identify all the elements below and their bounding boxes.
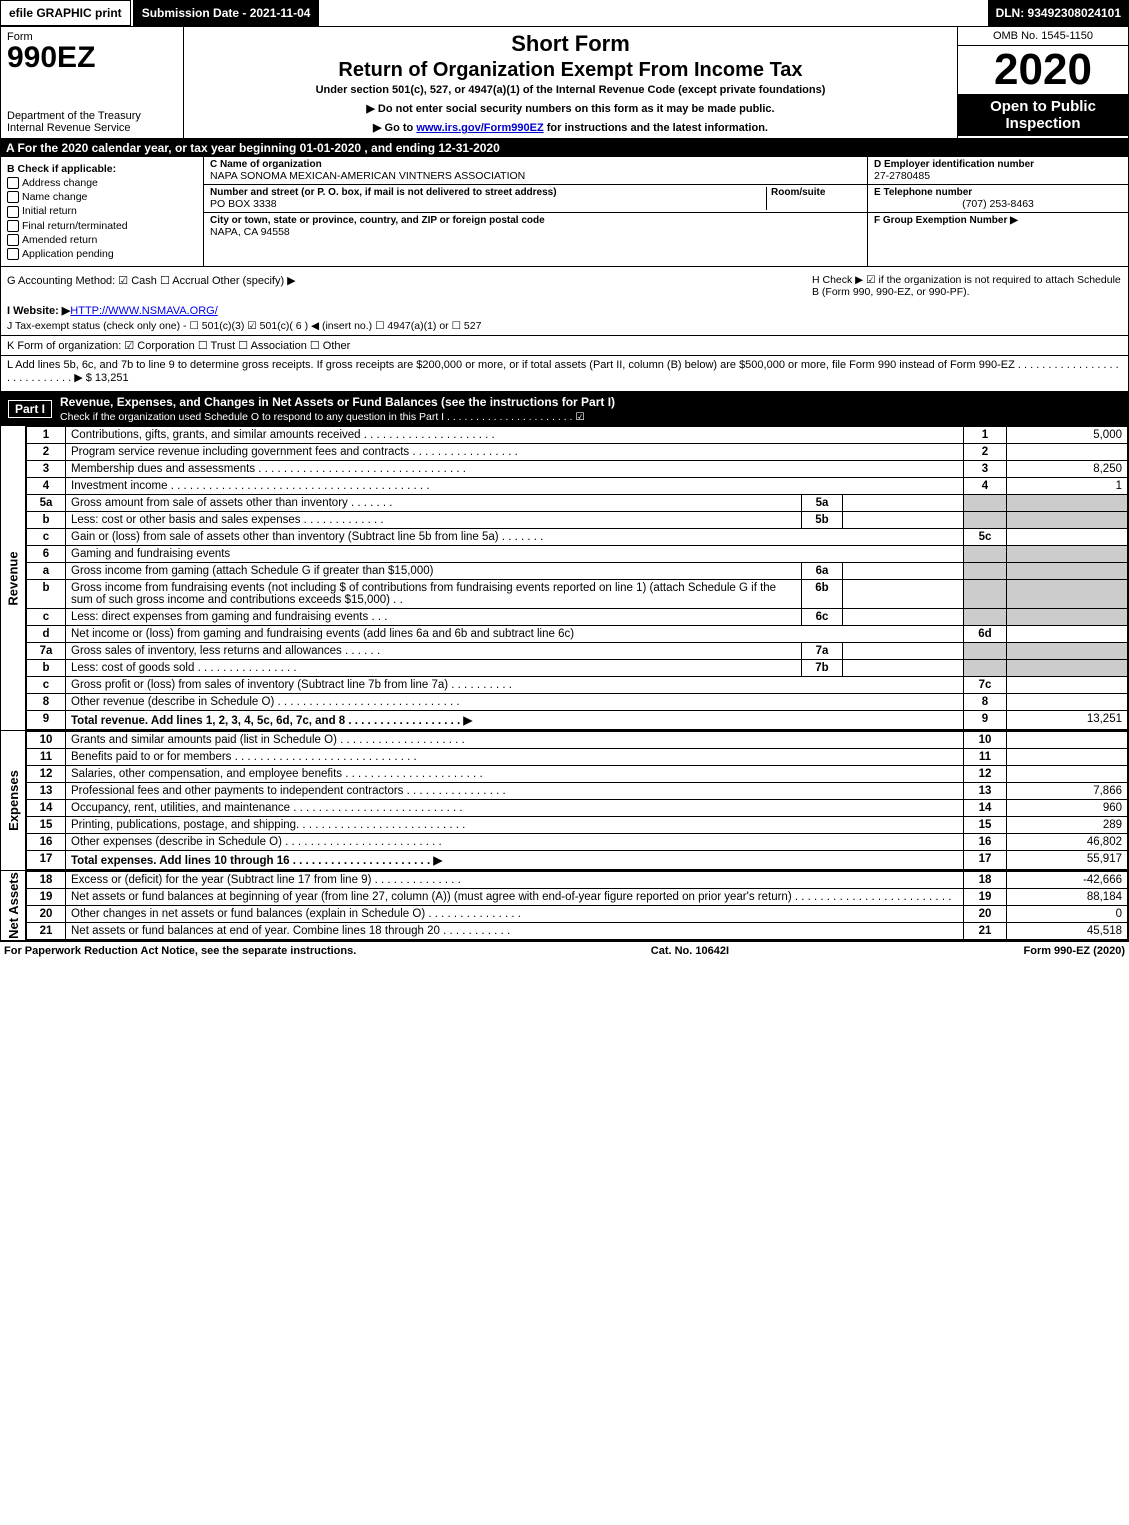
total-revenue-label: Total revenue. Add lines 1, 2, 3, 4, 5c,… — [71, 715, 472, 727]
line-k: K Form of organization: ☑ Corporation ☐ … — [7, 339, 1122, 352]
table-row: 1Contributions, gifts, grants, and simil… — [27, 427, 1128, 444]
revenue-section: Revenue 1Contributions, gifts, grants, a… — [0, 426, 1129, 730]
box-def: D Employer identification number 27-2780… — [867, 157, 1128, 266]
submission-date-button[interactable]: Submission Date - 2021-11-04 — [133, 0, 320, 26]
org-name: NAPA SONOMA MEXICAN-AMERICAN VINTNERS AS… — [210, 170, 861, 182]
warning-ssn: ▶ Do not enter social security numbers o… — [188, 102, 953, 115]
revenue-table: 1Contributions, gifts, grants, and simil… — [26, 426, 1128, 730]
table-row: 9Total revenue. Add lines 1, 2, 3, 4, 5c… — [27, 711, 1128, 730]
table-row: 6Gaming and fundraising events — [27, 546, 1128, 563]
table-row: 14Occupancy, rent, utilities, and mainte… — [27, 800, 1128, 817]
tax-year: 2020 — [958, 46, 1128, 94]
netassets-section: Net Assets 18Excess or (deficit) for the… — [0, 870, 1129, 941]
table-row: 8Other revenue (describe in Schedule O) … — [27, 694, 1128, 711]
phone-value: (707) 253-8463 — [874, 198, 1122, 210]
c-label: C Name of organization — [210, 159, 861, 170]
goto-suffix: for instructions and the latest informat… — [544, 122, 768, 134]
room-label: Room/suite — [771, 187, 861, 198]
line-i-prefix: I Website: ▶ — [7, 305, 70, 317]
netassets-vlabel: Net Assets — [6, 872, 21, 939]
line-i: I Website: ▶HTTP://WWW.NSMAVA.ORG/ — [7, 304, 1122, 317]
city-label: City or town, state or province, country… — [210, 215, 861, 226]
table-row: 2Program service revenue including gover… — [27, 444, 1128, 461]
footer-mid: Cat. No. 10642I — [651, 945, 729, 957]
part-i-title: Revenue, Expenses, and Changes in Net As… — [60, 395, 615, 409]
table-row: 7aGross sales of inventory, less returns… — [27, 643, 1128, 660]
form-number: 990EZ — [7, 43, 177, 73]
title-return: Return of Organization Exempt From Incom… — [188, 59, 953, 82]
org-address: PO BOX 3338 — [210, 198, 766, 210]
table-row: 17Total expenses. Add lines 10 through 1… — [27, 851, 1128, 870]
table-row: cLess: direct expenses from gaming and f… — [27, 609, 1128, 626]
table-row: cGross profit or (loss) from sales of in… — [27, 677, 1128, 694]
table-row: 15Printing, publications, postage, and s… — [27, 817, 1128, 834]
table-row: cGain or (loss) from sale of assets othe… — [27, 529, 1128, 546]
footer-left: For Paperwork Reduction Act Notice, see … — [4, 945, 356, 957]
form-header: Form 990EZ Department of the Treasury In… — [0, 26, 1129, 139]
footer-right: Form 990-EZ (2020) — [1024, 945, 1125, 957]
part-i-sub: Check if the organization used Schedule … — [60, 411, 585, 423]
website-link[interactable]: HTTP://WWW.NSMAVA.ORG/ — [70, 305, 217, 317]
table-row: 19Net assets or fund balances at beginni… — [27, 889, 1128, 906]
page-footer: For Paperwork Reduction Act Notice, see … — [0, 941, 1129, 960]
e-label: E Telephone number — [874, 187, 1122, 198]
table-row: 3Membership dues and assessments . . . .… — [27, 461, 1128, 478]
line-g: G Accounting Method: ☑ Cash ☐ Accrual Ot… — [7, 274, 812, 298]
table-row: 5aGross amount from sale of assets other… — [27, 495, 1128, 512]
table-row: bGross income from fundraising events (n… — [27, 580, 1128, 609]
addr-label: Number and street (or P. O. box, if mail… — [210, 187, 766, 198]
expenses-section: Expenses 10Grants and similar amounts pa… — [0, 730, 1129, 870]
box-b: B Check if applicable: Address change Na… — [1, 157, 204, 266]
department-label: Department of the Treasury Internal Reve… — [7, 110, 177, 134]
opt-address-change[interactable]: Address change — [22, 177, 98, 189]
opt-initial-return[interactable]: Initial return — [22, 205, 77, 217]
irs-link[interactable]: www.irs.gov/Form990EZ — [416, 122, 543, 134]
goto-prefix: ▶ Go to — [373, 122, 416, 134]
netassets-table: 18Excess or (deficit) for the year (Subt… — [26, 871, 1128, 940]
total-expenses-label: Total expenses. Add lines 10 through 16 … — [71, 855, 442, 867]
expenses-vlabel: Expenses — [6, 770, 21, 831]
d-label: D Employer identification number — [874, 159, 1122, 170]
mid-block: G Accounting Method: ☑ Cash ☐ Accrual Ot… — [0, 267, 1129, 392]
table-row: 4Investment income . . . . . . . . . . .… — [27, 478, 1128, 495]
table-row: 11Benefits paid to or for members . . . … — [27, 749, 1128, 766]
ein-value: 27-2780485 — [874, 170, 1122, 182]
title-shortform: Short Form — [188, 31, 953, 57]
f-label: F Group Exemption Number ▶ — [874, 215, 1122, 226]
info-grid: B Check if applicable: Address change Na… — [0, 157, 1129, 267]
subtitle: Under section 501(c), 527, or 4947(a)(1)… — [188, 84, 953, 96]
table-row: 12Salaries, other compensation, and empl… — [27, 766, 1128, 783]
omb-number: OMB No. 1545-1150 — [958, 27, 1128, 46]
efile-print-button[interactable]: efile GRAPHIC print — [0, 0, 131, 26]
opt-amended-return[interactable]: Amended return — [22, 234, 97, 246]
box-c: C Name of organization NAPA SONOMA MEXIC… — [204, 157, 867, 266]
table-row: 10Grants and similar amounts paid (list … — [27, 732, 1128, 749]
box-b-title: B Check if applicable: — [7, 163, 197, 175]
table-row: dNet income or (loss) from gaming and fu… — [27, 626, 1128, 643]
goto-link-line: ▶ Go to www.irs.gov/Form990EZ for instru… — [188, 121, 953, 134]
line-l: L Add lines 5b, 6c, and 7b to line 9 to … — [7, 359, 1122, 384]
table-row: aGross income from gaming (attach Schedu… — [27, 563, 1128, 580]
org-city: NAPA, CA 94558 — [210, 226, 861, 238]
part-i-header: Part I Revenue, Expenses, and Changes in… — [0, 392, 1129, 426]
table-row: 16Other expenses (describe in Schedule O… — [27, 834, 1128, 851]
line-h: H Check ▶ ☑ if the organization is not r… — [812, 274, 1122, 298]
table-row: bLess: cost or other basis and sales exp… — [27, 512, 1128, 529]
open-public: Open to Public Inspection — [958, 94, 1128, 136]
dln-label: DLN: 93492308024101 — [988, 0, 1129, 26]
top-bar: efile GRAPHIC print Submission Date - 20… — [0, 0, 1129, 26]
opt-application-pending[interactable]: Application pending — [22, 248, 114, 260]
table-row: bLess: cost of goods sold . . . . . . . … — [27, 660, 1128, 677]
table-row: 20Other changes in net assets or fund ba… — [27, 906, 1128, 923]
line-a-strip: A For the 2020 calendar year, or tax yea… — [0, 139, 1129, 157]
revenue-vlabel: Revenue — [6, 551, 21, 605]
table-row: 21Net assets or fund balances at end of … — [27, 923, 1128, 940]
table-row: 13Professional fees and other payments t… — [27, 783, 1128, 800]
opt-name-change[interactable]: Name change — [22, 191, 87, 203]
expenses-table: 10Grants and similar amounts paid (list … — [26, 731, 1128, 870]
table-row: 18Excess or (deficit) for the year (Subt… — [27, 872, 1128, 889]
line-j: J Tax-exempt status (check only one) - ☐… — [7, 320, 1122, 332]
opt-final-return[interactable]: Final return/terminated — [22, 220, 128, 232]
